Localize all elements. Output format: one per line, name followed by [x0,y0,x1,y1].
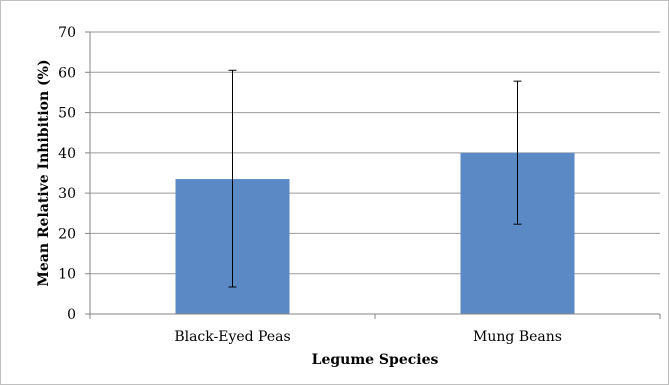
y-tick-label: 30 [58,186,76,202]
x-tick-labels: Black-Eyed Peas Mung Beans [174,329,562,345]
y-tick-label: 70 [58,25,76,41]
y-tick-label: 0 [67,307,76,323]
y-axis-title: Mean Relative Inhibition (%) [36,59,52,286]
x-axis-title: Legume Species [312,352,439,368]
x-tick-label: Black-Eyed Peas [174,329,290,345]
y-tick-label: 40 [58,146,76,162]
y-tick-label: 10 [58,267,76,283]
y-tick-label: 60 [58,65,76,81]
y-tick-label: 20 [58,226,76,242]
y-tick-labels: 0 10 20 30 40 50 60 70 [58,25,76,323]
x-tick-label: Mung Beans [473,329,562,345]
error-bars [228,69,522,288]
axes [89,32,660,315]
y-tick-label: 50 [58,106,76,122]
